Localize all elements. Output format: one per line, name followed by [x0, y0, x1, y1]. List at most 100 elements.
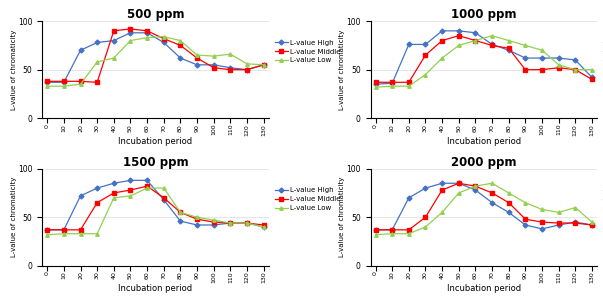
L-value High: [177, 219, 184, 223]
L-value High: [110, 39, 118, 42]
L-value Middle: [505, 201, 513, 204]
L-value High: [488, 43, 496, 46]
L-value Middle: [127, 27, 134, 31]
L-value Low: [177, 39, 184, 42]
L-value Middle: [60, 79, 68, 83]
L-value Low: [472, 184, 479, 188]
L-value Low: [160, 35, 168, 38]
L-value Low: [260, 63, 267, 67]
L-value High: [210, 63, 217, 67]
L-value Low: [43, 233, 51, 236]
L-value High: [60, 228, 68, 232]
Line: L-value High: L-value High: [374, 182, 594, 232]
L-value Low: [572, 68, 579, 72]
L-value High: [405, 43, 412, 46]
L-value Low: [372, 233, 379, 236]
L-value Low: [505, 191, 513, 195]
L-value Middle: [589, 223, 596, 227]
L-value Low: [488, 182, 496, 185]
L-value Middle: [144, 29, 151, 33]
L-value Middle: [227, 221, 234, 225]
Title: 2000 ppm: 2000 ppm: [451, 156, 517, 169]
L-value Low: [589, 68, 596, 72]
Y-axis label: L-value of chromaticity: L-value of chromaticity: [11, 30, 17, 110]
L-value Middle: [244, 68, 251, 72]
Line: L-value High: L-value High: [45, 31, 265, 84]
L-value High: [43, 80, 51, 84]
L-value Low: [422, 225, 429, 229]
L-value High: [388, 228, 396, 232]
Line: L-value Middle: L-value Middle: [45, 185, 265, 232]
L-value Middle: [77, 79, 84, 83]
Y-axis label: L-value of chromaticity: L-value of chromaticity: [11, 177, 17, 257]
L-value Low: [538, 48, 546, 52]
L-value Low: [93, 232, 101, 236]
L-value High: [438, 182, 446, 185]
L-value Low: [372, 85, 379, 89]
L-value Middle: [77, 228, 84, 232]
L-value High: [93, 41, 101, 44]
Line: L-value High: L-value High: [45, 178, 265, 232]
L-value Low: [405, 232, 412, 236]
L-value Low: [244, 62, 251, 66]
L-value High: [589, 76, 596, 79]
L-value Low: [77, 232, 84, 236]
L-value High: [555, 56, 562, 60]
Y-axis label: L-value of chromaticity: L-value of chromaticity: [339, 30, 345, 110]
L-value Low: [244, 221, 251, 225]
L-value Middle: [110, 29, 118, 33]
L-value Low: [43, 84, 51, 88]
L-value Middle: [210, 66, 217, 69]
L-value High: [43, 228, 51, 232]
L-value Middle: [405, 228, 412, 232]
L-value High: [160, 198, 168, 201]
L-value High: [244, 221, 251, 225]
L-value Low: [210, 54, 217, 58]
L-value Middle: [505, 47, 513, 50]
L-value High: [110, 182, 118, 185]
L-value Low: [488, 34, 496, 37]
L-value Low: [388, 232, 396, 236]
L-value High: [227, 221, 234, 225]
L-value Middle: [572, 68, 579, 72]
L-value Middle: [177, 43, 184, 47]
L-value Low: [127, 194, 134, 198]
L-value Middle: [388, 80, 396, 84]
L-value High: [422, 43, 429, 46]
L-value Middle: [43, 79, 51, 83]
L-value Middle: [194, 217, 201, 221]
L-value Middle: [488, 43, 496, 47]
L-value Low: [144, 186, 151, 190]
L-value Middle: [194, 56, 201, 60]
L-value Middle: [93, 80, 101, 84]
L-value High: [572, 58, 579, 62]
L-value High: [455, 29, 463, 33]
L-value Low: [110, 196, 118, 200]
L-value Middle: [589, 78, 596, 81]
L-value Low: [455, 191, 463, 195]
L-value Low: [260, 225, 267, 229]
L-value Low: [405, 84, 412, 88]
L-value Middle: [438, 188, 446, 192]
L-value Middle: [127, 188, 134, 192]
L-value Middle: [438, 39, 446, 42]
L-value Middle: [572, 221, 579, 225]
Line: L-value Low: L-value Low: [374, 182, 594, 236]
L-value Middle: [522, 217, 529, 221]
L-value High: [227, 66, 234, 69]
L-value Middle: [538, 68, 546, 72]
L-value High: [405, 196, 412, 200]
L-value Middle: [177, 210, 184, 214]
L-value Middle: [244, 221, 251, 225]
L-value Middle: [93, 201, 101, 204]
L-value Low: [455, 43, 463, 47]
L-value High: [144, 178, 151, 182]
L-value High: [127, 178, 134, 182]
L-value High: [372, 228, 379, 232]
L-value High: [538, 227, 546, 231]
X-axis label: Incubation period: Incubation period: [118, 137, 192, 146]
L-value High: [372, 82, 379, 86]
L-value Low: [522, 43, 529, 47]
Title: 1500 ppm: 1500 ppm: [122, 156, 188, 169]
L-value Middle: [372, 80, 379, 84]
